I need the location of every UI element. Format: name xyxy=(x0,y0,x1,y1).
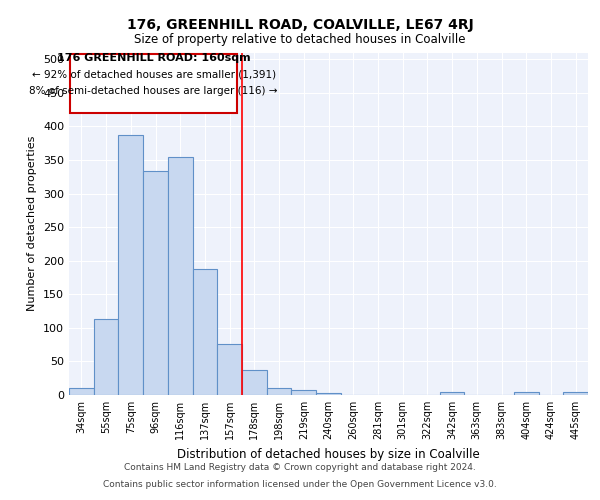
Bar xyxy=(118,135,143,395)
Bar xyxy=(69,388,94,395)
Text: Contains public sector information licensed under the Open Government Licence v3: Contains public sector information licen… xyxy=(103,480,497,489)
Bar xyxy=(242,370,267,395)
Bar xyxy=(514,392,539,395)
Text: ← 92% of detached houses are smaller (1,391): ← 92% of detached houses are smaller (1,… xyxy=(32,70,276,80)
Text: 176, GREENHILL ROAD, COALVILLE, LE67 4RJ: 176, GREENHILL ROAD, COALVILLE, LE67 4RJ xyxy=(127,18,473,32)
Text: Size of property relative to detached houses in Coalville: Size of property relative to detached ho… xyxy=(134,32,466,46)
Bar xyxy=(440,392,464,395)
Bar xyxy=(193,270,217,395)
Text: 176 GREENHILL ROAD: 160sqm: 176 GREENHILL ROAD: 160sqm xyxy=(57,53,250,63)
Text: 8% of semi-detached houses are larger (116) →: 8% of semi-detached houses are larger (1… xyxy=(29,86,278,97)
Bar xyxy=(267,388,292,395)
Bar xyxy=(94,319,118,395)
Bar xyxy=(563,392,588,395)
Text: Contains HM Land Registry data © Crown copyright and database right 2024.: Contains HM Land Registry data © Crown c… xyxy=(124,464,476,472)
Bar xyxy=(143,172,168,395)
Bar xyxy=(316,393,341,395)
X-axis label: Distribution of detached houses by size in Coalville: Distribution of detached houses by size … xyxy=(177,448,480,460)
Bar xyxy=(168,158,193,395)
Bar xyxy=(217,344,242,395)
Bar xyxy=(292,390,316,395)
Y-axis label: Number of detached properties: Number of detached properties xyxy=(28,136,37,312)
